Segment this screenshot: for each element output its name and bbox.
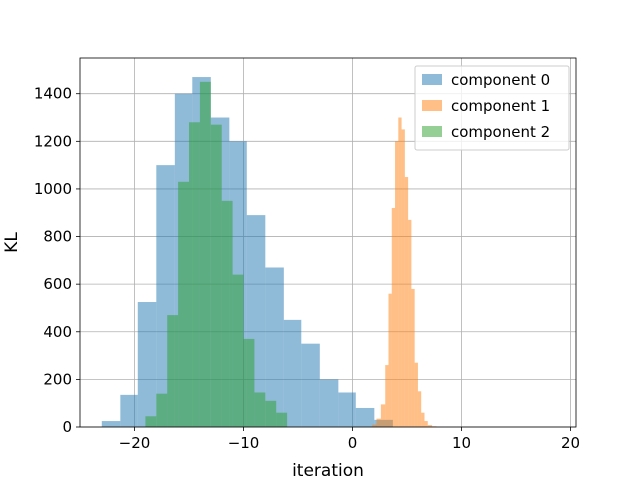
histogram-bar [276,412,288,427]
histogram-bar [137,302,157,427]
x-tick-label: 0 [348,434,358,452]
legend: component 0 component 1 component 2 [414,65,570,151]
legend-label: component 0 [451,71,550,89]
legend-swatch [422,100,442,111]
legend-box [414,65,570,151]
histogram-bar [408,219,412,427]
histogram-bar [283,319,302,427]
histogram-bar [424,421,428,427]
histogram-bar [178,181,190,427]
plot-frame [79,57,577,428]
histogram-bar [232,274,244,427]
y-tick-label: 200 [43,370,72,388]
histogram-bar [167,315,179,427]
legend-label: component 1 [451,97,550,115]
histogram-bar [189,122,200,428]
histogram-bar [411,288,415,427]
histogram-bar [254,392,266,427]
histogram-bar [301,343,320,427]
y-tick-label: 1200 [34,132,72,150]
histogram-bar [385,365,389,427]
histogram-bar [401,129,405,427]
legend-swatch [422,74,442,85]
histogram-bar [376,418,381,427]
histogram-bar [156,393,168,427]
y-tick-label: 400 [43,323,72,341]
histogram-bar [199,81,211,427]
histogram-bar [391,207,396,427]
histogram-bar [421,412,425,427]
histogram-bar [417,391,422,427]
histogram-bar [243,338,255,427]
y-tick-label: 0 [62,418,72,436]
histogram-bar [388,293,392,427]
y-tick-label: 600 [43,275,72,293]
histogram-bar [221,200,233,427]
histogram-bar [398,117,402,428]
histogram-bar [319,379,339,427]
histogram-bar [210,124,222,427]
histogram-bar [101,421,121,427]
y-tick-label: 1400 [34,85,72,103]
histogram-bar [265,400,277,427]
y-tick-label: 1000 [34,180,72,198]
y-tick-label: 800 [43,228,72,246]
legend-swatch [422,126,442,137]
histogram-bar [120,394,138,427]
histogram-bar [265,267,284,427]
histogram-bar [404,177,409,427]
histogram-bar [380,404,386,427]
histogram-bar [338,392,356,427]
histogram-bar [427,425,433,427]
histogram-bar [372,424,377,427]
legend-label: component 2 [451,123,550,141]
x-axis-label: iteration [292,461,364,480]
histogram-bar [355,407,375,427]
x-tick-label: −10 [228,434,260,452]
histogram-bar [395,141,399,428]
histogram-bar [414,362,418,427]
x-tick-label: −20 [119,434,151,452]
series-2-bars [145,81,288,428]
histogram-bar [145,416,157,427]
series-1-bars [372,117,437,428]
histogram-bars [101,77,437,428]
y-axis-label: KL [2,232,22,253]
x-tick-label: 20 [561,434,580,452]
x-tick-label: 10 [452,434,471,452]
